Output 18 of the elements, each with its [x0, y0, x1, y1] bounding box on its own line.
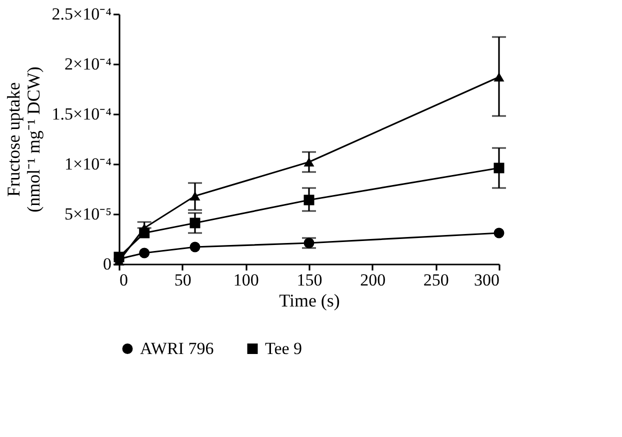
y-tick-label: 5×10⁻⁵	[64, 204, 112, 224]
text: Fructose uptake	[4, 82, 24, 197]
x-tick-label: 0	[120, 270, 128, 290]
x-tick-label: 100	[233, 270, 259, 290]
x-tick-label: 300	[474, 270, 500, 290]
x-tick-label: 50	[174, 270, 192, 290]
y-tick-label: 2×10⁻⁴	[64, 54, 112, 74]
y-tick-label: 0	[103, 254, 112, 274]
y-tick-label: 1×10⁻⁴	[64, 154, 112, 174]
text: (nmol⁻¹ mg⁻¹ DCW)	[24, 66, 44, 212]
legend-label: Tee 9	[265, 338, 302, 358]
y-tick-label: 1.5×10⁻⁴	[52, 104, 112, 124]
x-tick-label: 150	[296, 270, 322, 290]
x-tick-label: 200	[360, 270, 386, 290]
legend-label: AWRI 796	[140, 338, 214, 358]
x-axis-title: Time (s)	[279, 290, 340, 310]
y-tick-label: 2.5×10⁻⁴	[52, 4, 112, 24]
x-tick-label: 250	[423, 270, 449, 290]
